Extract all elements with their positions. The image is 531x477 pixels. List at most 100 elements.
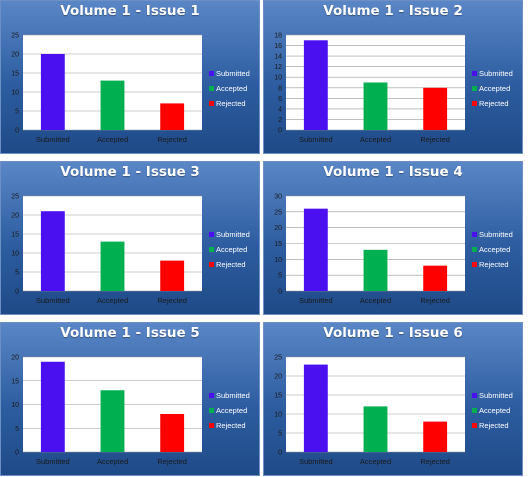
legend-label: Accepted — [479, 84, 510, 93]
legend-swatch — [472, 71, 477, 76]
legend-swatch — [209, 393, 214, 398]
legend-swatch — [209, 71, 214, 76]
chart-panel-3: Volume 1 - Issue 3 0 5 10 15 20 25 Submitted Ac… — [0, 161, 260, 315]
chart-title: Volume 1 - Issue 1 — [60, 3, 200, 19]
bar-submitted — [303, 364, 328, 452]
chart-title: Volume 1 - Issue 6 — [323, 325, 463, 341]
y-tick-label: 5 — [15, 426, 19, 433]
legend-label: Accepted — [479, 406, 510, 415]
legend-swatch — [209, 423, 214, 428]
x-tick-label: Accepted — [97, 457, 128, 466]
x-tick-label: Submitted — [36, 457, 70, 466]
bar-chart: 0 5 10 15 20 Submitted Accepted Rejected Submitt… — [11, 355, 250, 467]
y-tick-label: 8 — [278, 85, 282, 92]
chart-title: Volume 1 - Issue 5 — [60, 325, 200, 341]
legend-label: Rejected — [216, 421, 246, 430]
legend-swatch — [472, 86, 477, 91]
y-tick-label: 20 — [274, 225, 282, 232]
legend-label: Submitted — [216, 230, 250, 239]
y-tick-label: 10 — [11, 90, 19, 97]
x-tick-label: Submitted — [299, 296, 333, 305]
y-tick-label: 5 — [15, 270, 19, 277]
chart-title: Volume 1 - Issue 4 — [323, 164, 463, 180]
y-tick-label: 25 — [274, 355, 282, 362]
x-tick-label: Rejected — [420, 457, 450, 466]
x-tick-label: Submitted — [36, 135, 70, 144]
y-tick-label: 5 — [15, 109, 19, 116]
y-tick-label: 0 — [15, 289, 19, 296]
y-tick-label: 10 — [11, 251, 19, 258]
bar-submitted — [40, 54, 65, 130]
y-tick-label: 25 — [274, 209, 282, 216]
legend-swatch — [209, 86, 214, 91]
legend-swatch — [472, 423, 477, 428]
legend-label: Accepted — [216, 84, 247, 93]
bar-rejected — [160, 260, 185, 291]
y-tick-label: 15 — [11, 71, 19, 78]
y-tick-label: 14 — [274, 54, 282, 61]
bar-chart: 0 5 10 15 20 25 Submitted Accepted Rejected Submi… — [11, 33, 250, 145]
legend-swatch — [472, 232, 477, 237]
y-tick-label: 10 — [274, 257, 282, 264]
legend-label: Submitted — [479, 69, 513, 78]
legend-label: Rejected — [479, 99, 509, 108]
legend-swatch — [209, 232, 214, 237]
chart-panel-6: Volume 1 - Issue 6 0 5 10 15 20 25 Submitted Ac… — [263, 322, 523, 476]
chart-title: Volume 1 - Issue 3 — [60, 164, 200, 180]
bar-rejected — [423, 87, 448, 130]
legend-label: Submitted — [479, 391, 513, 400]
x-tick-label: Accepted — [97, 135, 128, 144]
y-tick-label: 12 — [274, 64, 282, 71]
x-tick-label: Accepted — [360, 457, 391, 466]
legend-label: Submitted — [479, 230, 513, 239]
legend-label: Rejected — [479, 260, 509, 269]
legend-swatch — [209, 408, 214, 413]
legend-swatch — [472, 247, 477, 252]
x-tick-label: Accepted — [360, 296, 391, 305]
bar-chart: 0 5 10 15 20 25 30 Submitted Accepted Rejected Sub… — [274, 194, 513, 306]
legend-label: Rejected — [216, 99, 246, 108]
bar-rejected — [423, 265, 448, 291]
y-tick-label: 16 — [274, 43, 282, 50]
y-tick-label: 10 — [274, 412, 282, 419]
legend-label: Submitted — [216, 69, 250, 78]
y-tick-label: 20 — [274, 374, 282, 381]
bar-submitted — [40, 361, 65, 452]
y-tick-label: 10 — [11, 402, 19, 409]
y-tick-label: 4 — [278, 106, 282, 113]
legend-label: Accepted — [479, 245, 510, 254]
x-tick-label: Submitted — [299, 135, 333, 144]
x-tick-label: Accepted — [360, 135, 391, 144]
y-tick-label: 20 — [11, 52, 19, 59]
y-tick-label: 0 — [278, 128, 282, 135]
y-tick-label: 5 — [278, 273, 282, 280]
legend-swatch — [472, 262, 477, 267]
x-tick-label: Rejected — [420, 135, 450, 144]
bar-submitted — [40, 211, 65, 291]
legend-swatch — [209, 101, 214, 106]
bar-accepted — [100, 241, 125, 291]
chart-panel-2: Volume 1 - Issue 2 0 2 4 6 8 10 12 14 16 18 Submit… — [263, 0, 523, 154]
y-tick-label: 0 — [15, 450, 19, 457]
bar-rejected — [160, 414, 185, 452]
legend-swatch — [472, 408, 477, 413]
legend-label: Accepted — [216, 245, 247, 254]
y-tick-label: 0 — [15, 128, 19, 135]
legend-swatch — [472, 101, 477, 106]
bar-accepted — [100, 80, 125, 130]
y-tick-label: 15 — [274, 241, 282, 248]
x-tick-label: Submitted — [36, 296, 70, 305]
chart-title: Volume 1 - Issue 2 — [323, 3, 463, 19]
y-tick-label: 15 — [11, 232, 19, 239]
legend-swatch — [472, 393, 477, 398]
bar-rejected — [423, 421, 448, 452]
chart-panel-1: Volume 1 - Issue 1 0 5 10 15 20 25 Submitted Ac… — [0, 0, 260, 154]
bar-rejected — [160, 103, 185, 130]
x-tick-label: Submitted — [299, 457, 333, 466]
y-tick-label: 15 — [11, 378, 19, 385]
bar-accepted — [363, 82, 388, 130]
legend-label: Submitted — [216, 391, 250, 400]
y-tick-label: 25 — [11, 33, 19, 40]
legend-label: Rejected — [216, 260, 246, 269]
x-tick-label: Rejected — [420, 296, 450, 305]
